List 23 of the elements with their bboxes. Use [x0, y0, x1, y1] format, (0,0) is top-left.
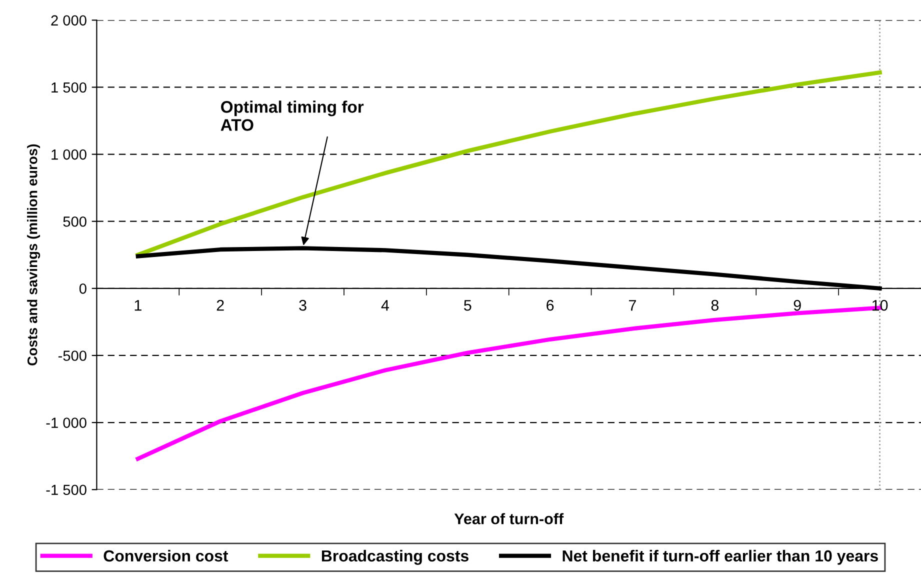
- x-tick-label: 6: [546, 300, 554, 311]
- x-tick-label: 7: [629, 300, 636, 311]
- y-tick-label: -1 000: [46, 418, 86, 428]
- annotation: Optimal timing for ATO: [220, 100, 364, 131]
- y-tick-label: -500: [58, 350, 86, 361]
- y-tick-label: 1 500: [52, 82, 86, 93]
- x-tick-label: 2: [216, 300, 224, 311]
- x-tick-label: 4: [381, 300, 390, 311]
- x-tick-label: 8: [711, 300, 719, 311]
- legend-label: Conversion cost: [104, 550, 228, 562]
- x-axis-title: Year of turn-off: [454, 513, 564, 524]
- y-tick-label: 1 000: [52, 149, 86, 160]
- x-tick-label: 5: [464, 300, 472, 311]
- y-tick-label: 500: [63, 216, 86, 227]
- x-tick-label: 9: [794, 300, 801, 311]
- x-tick-label: 1: [134, 300, 142, 311]
- x-tick-label: 3: [299, 300, 306, 311]
- legend-label: Broadcasting costs: [322, 550, 468, 565]
- y-tick-label: 2 000: [51, 15, 86, 26]
- y-tick-label: 0: [79, 284, 86, 294]
- y-tick-label: -1 500: [46, 484, 86, 496]
- y-axis-title: Costs and savings (million euros): [27, 144, 40, 366]
- legend-label: Net benefit if turn-off earlier than 10 years: [562, 550, 878, 565]
